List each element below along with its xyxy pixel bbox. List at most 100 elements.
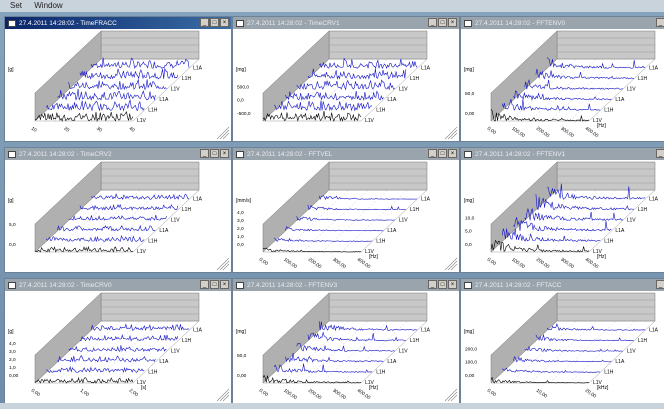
y-tick-label: 0,00 <box>9 373 19 379</box>
y-unit-label: [g] <box>8 198 14 204</box>
menu-item-window[interactable]: Window <box>34 1 63 10</box>
window-title: 27.4.2011 14:28:02 - TimeCRV0 <box>19 281 112 289</box>
maximize-button[interactable]: □ <box>210 280 219 289</box>
close-button[interactable]: × <box>220 18 229 27</box>
minimize-button[interactable]: _ <box>428 18 437 27</box>
series-label: L1V <box>399 86 409 92</box>
minimize-button[interactable]: _ <box>656 280 664 289</box>
minimize-button[interactable]: _ <box>428 149 437 158</box>
window-titlebar[interactable]: 27.4.2011 14:28:02 - FFTACC_□× <box>461 279 664 291</box>
close-button[interactable]: × <box>220 280 229 289</box>
window-titlebar[interactable]: 27.4.2011 14:28:02 - FFTVEL _ □ × <box>233 148 459 160</box>
grid-line <box>282 58 349 122</box>
chart-window-w4[interactable]: 27.4.2011 14:28:02 - FFTVEL _ □ × L1A L1H L1V L… <box>232 147 460 273</box>
maximize-button[interactable]: □ <box>438 280 447 289</box>
grid-line <box>341 320 408 384</box>
trace-line-5 <box>318 195 418 201</box>
trace-line-1 <box>273 363 373 374</box>
waterfall-plot[interactable]: L1A L1H L1V L1A L1H L1V [mg] 50,0 0,00 0,00 100,00… <box>461 29 664 141</box>
trace-line-4 <box>79 334 179 342</box>
window-titlebar[interactable]: 27.4.2011 14:28:02 - TimeCRV2 _ □ × <box>5 148 231 160</box>
series-label: L1A <box>615 97 625 103</box>
resize-grip <box>450 263 458 271</box>
chart-window-w7[interactable]: 27.4.2011 14:28:02 - FFTENV3 _ □ × L1A L1H L1V… <box>232 278 460 404</box>
y-unit-label: [mm/s] <box>236 198 252 204</box>
chart-window-w8[interactable]: 27.4.2011 14:28:02 - FFTACC_□×L1AL1HL1VL… <box>460 278 664 404</box>
maximize-button[interactable]: □ <box>438 149 447 158</box>
trace-line-3 <box>296 79 395 91</box>
window-titlebar[interactable]: 27.4.2011 14:28:02 - FFTENV3 _ □ × <box>233 279 459 291</box>
series-label: L1V <box>365 249 375 255</box>
trace-line-0 <box>34 376 134 384</box>
waterfall-plot[interactable]: L1A L1H L1V L1A L1H L1V [mg] 500,0 0,0 -500,0 <box>233 29 459 141</box>
trace-line-2 <box>513 90 612 101</box>
minimize-button[interactable]: _ <box>200 149 209 158</box>
chart-window-w1[interactable]: 27.4.2011 14:28:02 - TimeCRV1 _ □ × L1A L1H L1… <box>232 16 460 142</box>
maximize-button[interactable]: □ <box>210 149 219 158</box>
trace-line-3 <box>68 79 167 91</box>
y-tick-label: 0,0 <box>465 242 472 248</box>
x-tick-label: 1,00 <box>79 388 90 398</box>
trace-line-5 <box>90 193 190 200</box>
waterfall-plot[interactable]: L1A L1H L1V L1A L1H L1V [mg] 200,0 100,0 0,00 0,00… <box>461 291 664 403</box>
window-titlebar[interactable]: 27.4.2011 14:28:02 - TimeCRV1 _ □ × <box>233 17 459 29</box>
waterfall-plot[interactable]: L1A L1H L1V L1A L1H L1V [mg] 10,0 5,0 0,0 0,00 100,… <box>461 160 664 272</box>
close-button[interactable]: × <box>448 149 457 158</box>
x-tick-label: 20,00 <box>584 388 598 400</box>
window-title: 27.4.2011 14:28:02 - FFTENV0 <box>475 19 566 27</box>
series-label: L1A <box>193 65 203 71</box>
close-button[interactable]: × <box>448 280 457 289</box>
y-tick-label: 100,0 <box>465 360 477 366</box>
minimize-button[interactable]: _ <box>200 280 209 289</box>
minimize-button[interactable]: _ <box>656 18 664 27</box>
chart-window-w0[interactable]: 27.4.2011 14:28:02 - TimeFRACC _ □ × L1A L1H L… <box>4 16 232 142</box>
x-tick-label: 0,00 <box>30 388 41 398</box>
window-titlebar[interactable]: 27.4.2011 14:28:02 - FFTENV0_□× <box>461 17 664 29</box>
trace-line-4 <box>307 68 407 80</box>
x-tick-label: 100,00 <box>510 126 526 140</box>
window-titlebar[interactable]: 27.4.2011 14:28:02 - FFTENV1_□× <box>461 148 664 160</box>
waterfall-plot[interactable]: L1A L1H L1V L1A L1H L1V [g] 10 20 30 40 <box>5 29 231 141</box>
waterfall-plot[interactable]: L1A L1H L1V L1A L1H L1V [g] 4,0 3,0 2,0 1,0 0,00 0,0… <box>5 291 231 403</box>
maximize-button[interactable]: □ <box>210 18 219 27</box>
minimize-button[interactable]: _ <box>656 149 664 158</box>
y-tick-label: 1,0 <box>237 234 244 240</box>
close-button[interactable]: × <box>220 149 229 158</box>
series-label: L1A <box>421 327 431 333</box>
menu-item-set[interactable]: Set <box>10 1 23 10</box>
grid-line <box>341 189 408 253</box>
trace-line-2 <box>57 88 156 101</box>
maximize-button[interactable]: □ <box>438 18 447 27</box>
chart-window-w3[interactable]: 27.4.2011 14:28:02 - TimeCRV2 _ □ × L1A L1H L1… <box>4 147 232 273</box>
x-tick-label: 300,00 <box>331 257 347 271</box>
series-label: L1V <box>137 118 147 124</box>
window-titlebar[interactable]: 27.4.2011 14:28:02 - TimeCRV0 _ □ × <box>5 279 231 291</box>
grid-line <box>530 189 597 253</box>
minimize-button[interactable]: _ <box>200 18 209 27</box>
waterfall-plot[interactable]: L1A L1H L1V L1A L1H L1V [g] 5,0 0,0 <box>5 160 231 272</box>
y-tick-label: 200,0 <box>465 346 477 352</box>
chart-window-w2[interactable]: 27.4.2011 14:28:02 - FFTENV0_□×L1AL1HL1V… <box>460 16 664 142</box>
chart-window-w6[interactable]: 27.4.2011 14:28:02 - TimeCRV0 _ □ × L1A L1H L1… <box>4 278 232 404</box>
minimize-button[interactable]: _ <box>428 280 437 289</box>
resize-grip <box>222 394 230 402</box>
close-button[interactable]: × <box>448 18 457 27</box>
waterfall-plot[interactable]: L1A L1H L1V L1A L1H L1V [mg] 50,0 0,00 0,00 100,00… <box>233 291 459 403</box>
y-tick-label: 0,0 <box>237 242 244 248</box>
plot-side-wall <box>34 30 102 122</box>
grid-line <box>510 58 577 122</box>
trace-line-4 <box>535 68 634 80</box>
grid-line <box>549 320 616 384</box>
x-unit-label: [Hz] <box>597 254 607 260</box>
trace-line-3 <box>524 345 623 352</box>
trace-line-1 <box>501 99 601 111</box>
window-titlebar[interactable]: 27.4.2011 14:28:02 - TimeFRACC _ □ × <box>5 17 231 29</box>
resize-grip <box>450 132 458 140</box>
waterfall-plot[interactable]: L1A L1H L1V L1A L1H L1V [mm/s] 4,0 3,0 2,0 1,0 0,0 0… <box>233 160 459 272</box>
resize-grip <box>447 391 458 402</box>
series-label: L1A <box>193 196 203 202</box>
x-tick-label: 0,00 <box>258 257 269 267</box>
y-tick-label: 0,00 <box>465 373 475 379</box>
chart-window-w5[interactable]: 27.4.2011 14:28:02 - FFTENV1_□×L1AL1HL1V… <box>460 147 664 273</box>
y-tick-label: 4,0 <box>9 341 16 347</box>
